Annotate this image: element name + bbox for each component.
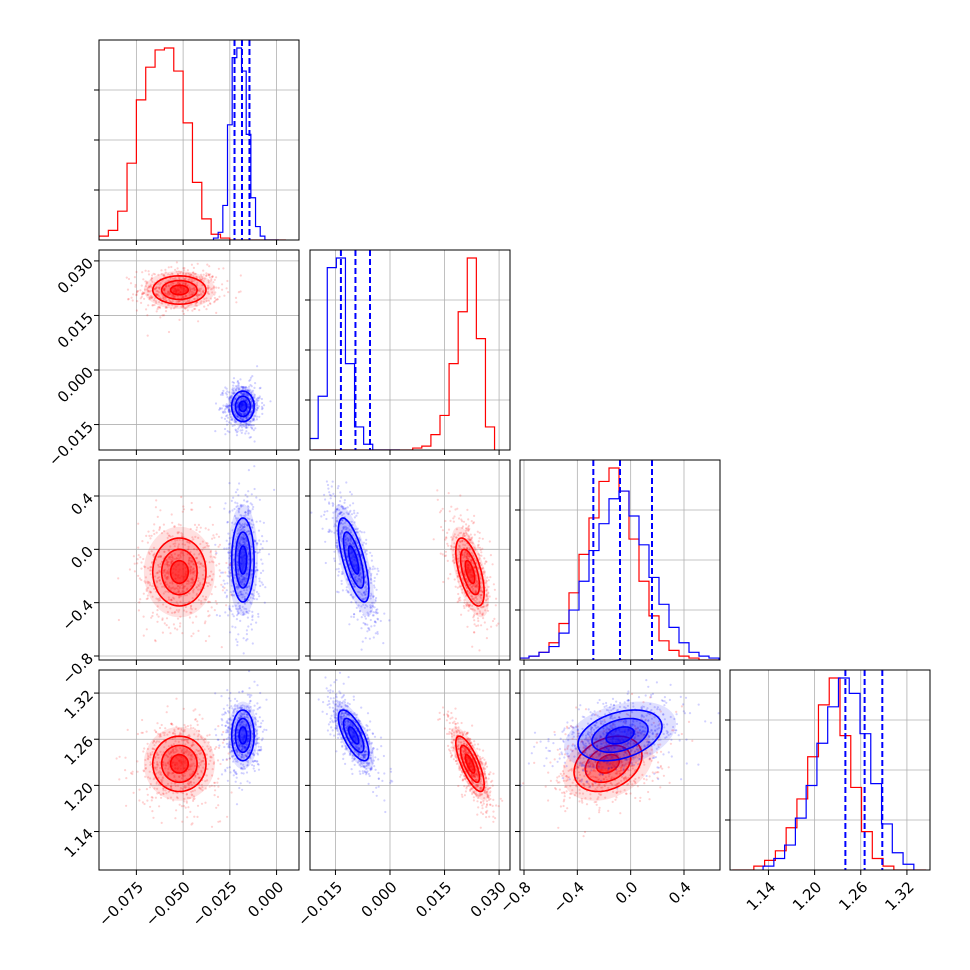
x-tick-label: 1.32 bbox=[881, 878, 917, 914]
y-tick-label: −0.015 bbox=[45, 418, 97, 470]
scatter-panel-1-0 bbox=[98, 249, 300, 451]
y-tick-label: 0.0 bbox=[67, 543, 97, 573]
scatter-panel-2-1 bbox=[309, 459, 511, 661]
contour-series-0 bbox=[454, 735, 486, 793]
contour-series-0 bbox=[169, 284, 190, 296]
hist-panel-3 bbox=[729, 669, 931, 871]
y-tick-label: 1.32 bbox=[61, 686, 97, 722]
hist-panel-1 bbox=[309, 249, 511, 451]
y-tick-label: 0.4 bbox=[67, 489, 97, 519]
x-tick-label: −0.075 bbox=[95, 878, 147, 930]
contour-series-0 bbox=[584, 744, 632, 784]
contour-series-1 bbox=[347, 726, 360, 745]
contour-series-1 bbox=[230, 390, 255, 423]
contour-series-1 bbox=[342, 717, 365, 754]
panel-frame bbox=[98, 249, 300, 451]
x-tick-label: 1.14 bbox=[743, 878, 779, 914]
contour-series-1 bbox=[234, 531, 252, 589]
contour-series-1 bbox=[238, 400, 248, 413]
contour-series-1 bbox=[342, 531, 365, 589]
contour-series-0 bbox=[459, 744, 481, 784]
contour-series-1 bbox=[230, 709, 255, 762]
panel-frame bbox=[98, 669, 300, 871]
contour-series-0 bbox=[151, 537, 207, 607]
density-fill-series-0 bbox=[465, 754, 475, 774]
y-tick-label: 0.000 bbox=[54, 363, 97, 406]
contour-series-0 bbox=[160, 744, 198, 784]
x-tick-label: 1.26 bbox=[835, 878, 871, 914]
contour-series-1 bbox=[234, 395, 252, 418]
panel-frame bbox=[309, 459, 511, 661]
x-tick-label: −0.050 bbox=[142, 878, 194, 930]
y-tick-label: 1.20 bbox=[61, 779, 97, 815]
contour-series-1 bbox=[605, 726, 635, 745]
contour-series-1 bbox=[347, 545, 360, 575]
histogram-series-1 bbox=[520, 490, 720, 660]
y-tick-label: 0.015 bbox=[54, 309, 97, 352]
x-tick-label: 0.000 bbox=[358, 878, 401, 921]
contour-series-1 bbox=[591, 717, 649, 754]
density-fill-series-0 bbox=[465, 560, 475, 584]
contour-series-0 bbox=[169, 753, 190, 774]
contour-series-0 bbox=[464, 559, 476, 585]
density-fill-series-1 bbox=[239, 726, 247, 744]
scatter-panel-3-0 bbox=[98, 669, 300, 871]
y-tick-label: 1.26 bbox=[61, 733, 97, 769]
contour-series-0 bbox=[454, 537, 486, 607]
density-fill-series-0 bbox=[596, 754, 620, 774]
density-fill-series-0 bbox=[170, 560, 189, 584]
panel-frame bbox=[309, 669, 511, 871]
contour-series-0 bbox=[459, 548, 481, 596]
x-tick-label: 0.015 bbox=[412, 878, 455, 921]
x-tick-label: 0.000 bbox=[244, 878, 287, 921]
scatter-panel-3-2 bbox=[519, 669, 721, 871]
panel-frame bbox=[98, 459, 300, 661]
histogram-series-1 bbox=[762, 677, 915, 870]
contour-series-1 bbox=[234, 717, 252, 754]
contour-series-0 bbox=[160, 279, 198, 301]
axis-ticks: −0.0150.0000.0150.030−0.8−0.40.00.41.141… bbox=[45, 89, 918, 930]
y-tick-label: −0.4 bbox=[59, 596, 97, 634]
contour-series-0 bbox=[151, 735, 207, 793]
contour-series-1 bbox=[337, 709, 370, 762]
x-tick-label: 0.0 bbox=[612, 878, 642, 908]
panel-frame bbox=[519, 669, 721, 871]
contour-series-1 bbox=[577, 709, 663, 762]
hist-panel-0 bbox=[98, 39, 300, 241]
y-tick-label: 0.030 bbox=[54, 254, 97, 297]
contour-series-1 bbox=[230, 517, 255, 603]
x-tick-label: 0.4 bbox=[665, 878, 695, 908]
histogram-series-0 bbox=[99, 47, 286, 240]
density-fill-series-1 bbox=[239, 546, 247, 574]
y-tick-label: 1.14 bbox=[61, 825, 97, 861]
density-fill-series-1 bbox=[348, 726, 359, 744]
density-fill-series-0 bbox=[170, 285, 189, 295]
contour-series-1 bbox=[238, 545, 248, 575]
contour-series-0 bbox=[151, 274, 207, 306]
hist-panel-2 bbox=[519, 459, 721, 661]
contour-series-1 bbox=[238, 726, 248, 745]
scatter-panel-2-0 bbox=[98, 459, 300, 661]
x-tick-label: −0.015 bbox=[294, 878, 346, 930]
contour-series-0 bbox=[169, 559, 190, 585]
x-tick-label: 1.20 bbox=[789, 878, 825, 914]
density-fill-series-0 bbox=[170, 754, 189, 774]
contour-series-0 bbox=[595, 753, 621, 774]
x-tick-label: −0.025 bbox=[189, 878, 241, 930]
scatter-panel-3-1 bbox=[309, 669, 511, 871]
y-tick-label: −0.8 bbox=[59, 649, 97, 687]
contour-series-1 bbox=[337, 517, 370, 603]
density-fill-series-1 bbox=[239, 401, 247, 412]
histogram-series-1 bbox=[212, 47, 279, 240]
x-tick-label: −0.4 bbox=[550, 878, 588, 916]
histogram-series-1 bbox=[310, 257, 400, 450]
density-fill-series-1 bbox=[348, 546, 359, 574]
histogram-series-0 bbox=[312, 257, 496, 450]
contour-series-0 bbox=[160, 548, 198, 596]
density-fill-series-1 bbox=[606, 726, 634, 744]
contour-series-0 bbox=[464, 753, 476, 774]
